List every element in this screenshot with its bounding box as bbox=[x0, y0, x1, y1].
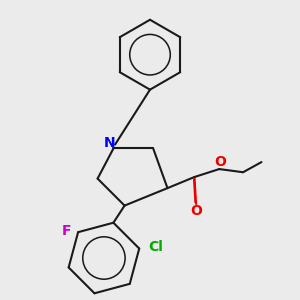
Text: Cl: Cl bbox=[148, 240, 163, 254]
Text: F: F bbox=[61, 224, 71, 238]
Text: O: O bbox=[214, 155, 226, 169]
Text: O: O bbox=[190, 204, 202, 218]
Text: N: N bbox=[104, 136, 116, 150]
